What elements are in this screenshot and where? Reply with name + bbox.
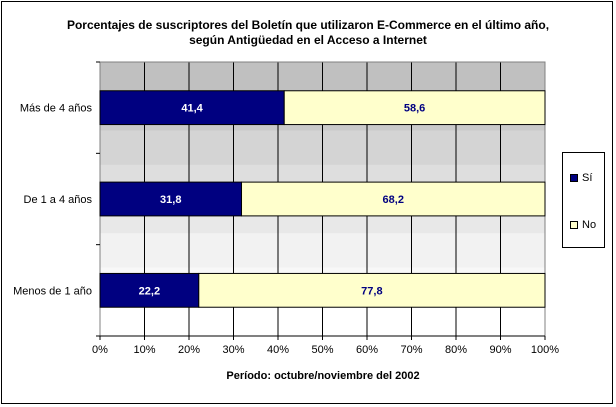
legend-swatch-si: [570, 174, 578, 182]
data-label: 22,2: [139, 285, 160, 297]
x-tick-label: 20%: [178, 344, 200, 356]
legend-item-no: No: [570, 218, 596, 232]
chart-title-line-1: Porcentajes de suscriptores del Boletín …: [66, 18, 550, 32]
category-label: Más de 4 años: [20, 103, 93, 115]
x-tick-label: 0%: [92, 344, 108, 356]
bar-no: [198, 272, 546, 308]
x-tick-label: 80%: [445, 344, 467, 356]
x-axis-label: Período: octubre/noviembre del 2002: [226, 370, 420, 382]
data-label: 68,2: [383, 194, 404, 206]
x-tick-label: 70%: [400, 344, 422, 356]
legend-label-si: Sí: [582, 172, 593, 184]
x-tick-label: 40%: [267, 344, 289, 356]
legend: Sí No: [562, 152, 605, 248]
x-tick-label: 90%: [489, 344, 511, 356]
data-label: 58,6: [404, 103, 425, 115]
data-label: 41,4: [181, 103, 203, 115]
bar-no: [283, 90, 546, 126]
legend-swatch-no: [570, 221, 578, 229]
bar-no: [241, 181, 546, 217]
category-label: De 1 a 4 años: [24, 194, 93, 206]
category-label: Menos de 1 año: [13, 285, 92, 297]
x-tick-label: 10%: [133, 344, 155, 356]
chart-title-line-2: según Antigüedad en el Acceso a Internet: [189, 33, 427, 47]
x-tick-label: 50%: [311, 344, 333, 356]
legend-label-no: No: [582, 219, 597, 231]
legend-item-si: Sí: [570, 171, 592, 185]
data-label: 77,8: [361, 285, 382, 297]
data-label: 31,8: [160, 194, 181, 206]
x-tick-label: 60%: [356, 344, 378, 356]
chart-title: Porcentajes de suscriptores del Boletín …: [0, 18, 616, 48]
x-tick-label: 100%: [531, 344, 559, 356]
x-tick-label: 30%: [222, 344, 244, 356]
